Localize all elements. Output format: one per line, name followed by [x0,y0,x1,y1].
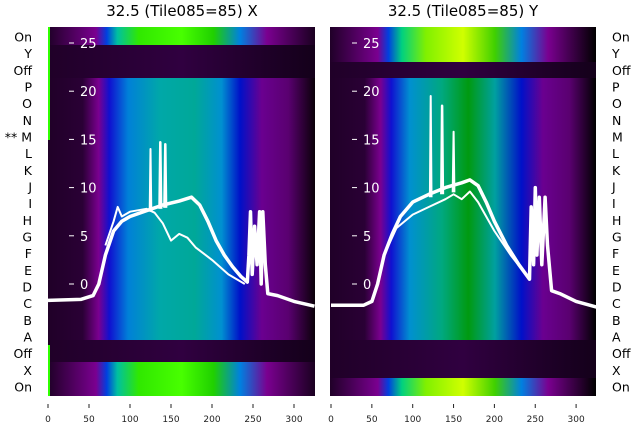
row-label: Off [14,346,33,361]
y-tick-label: 25 [80,37,97,52]
right-panel-title: 32.5 (Tile085=85) Y [388,2,539,20]
heatmap-band-top-off [330,62,596,78]
y-tick-label: 20 [363,85,380,100]
x-tick-label: 150 [162,415,179,425]
y-tick-label: 5 [80,230,88,245]
row-label: P [612,80,620,95]
y-tick-label: 10 [363,182,380,197]
row-label: On [14,380,32,395]
row-label: F [25,246,32,261]
row-label: D [22,280,32,295]
x-tick-label: 100 [121,415,138,425]
x-tick-label: 0 [45,415,51,425]
series-line-spike-2 [158,141,163,209]
row-label: J [27,180,32,195]
row-label: J [611,180,616,195]
row-label: On [612,30,630,45]
row-label: C [612,296,621,311]
row-label: B [23,313,32,328]
y-tick-label: 15 [363,133,380,148]
row-label: Off [612,346,631,361]
y-tick-label: 0 [363,278,371,293]
row-label: O [22,96,32,111]
heatmap-band-bottom-off [48,340,315,362]
row-label: B [612,313,621,328]
series-line-secondary [383,190,531,280]
row-label: K [24,163,33,178]
series-line-secondary [104,205,246,285]
series-line-spike-3 [163,142,168,208]
x-tick-label: 250 [527,415,544,425]
row-label: H [23,213,32,228]
heatmap-band-bottom-on [48,362,315,396]
row-label: X [612,363,621,378]
series-line-main [331,178,597,309]
row-label: H [612,213,621,228]
row-label: ** M [5,130,32,145]
y-tick-label: 0 [80,278,88,293]
x-tick-label: 250 [244,415,261,425]
row-label: E [612,263,620,278]
x-tick-label: 200 [203,415,220,425]
x-tick-label: 0 [328,415,334,425]
row-label: X [23,363,32,378]
y-tick-label: 25 [363,37,380,52]
row-label: C [23,296,32,311]
edge-marker [48,345,50,396]
row-label: On [612,380,630,395]
row-label: E [24,263,32,278]
row-label: On [14,30,32,45]
row-label: A [612,330,621,345]
row-label: N [612,113,621,128]
row-label: P [24,80,32,95]
y-tick-label: 10 [80,182,97,197]
row-label: D [612,280,622,295]
right-heatmap-panel [330,27,596,396]
heatmap-band-top-on [48,27,315,45]
row-label: Off [612,63,631,78]
row-label: G [22,230,32,245]
heatmap-band-main [48,78,315,340]
x-tick-label: 300 [285,415,302,425]
heatmap-band-top-off [48,45,315,78]
row-label: I [28,196,32,211]
heatmap-band-top-on [330,27,596,62]
row-label: F [612,246,619,261]
x-tick-label: 300 [568,415,585,425]
row-label: Off [14,63,33,78]
row-label: M [612,130,623,145]
x-tick-label: 200 [486,415,503,425]
series-line-spike-1 [148,148,153,212]
row-label: O [612,96,622,111]
row-label: K [612,163,621,178]
x-tick-label: 100 [404,415,421,425]
series-line-spike-1 [428,95,433,198]
row-label: N [23,113,32,128]
row-label: Y [611,46,620,61]
left-panel-title: 32.5 (Tile085=85) X [106,2,257,20]
row-label: Y [23,46,32,61]
x-tick-label: 150 [445,415,462,425]
heatmap-band-bottom-on [330,378,596,396]
series-line-main [47,195,315,308]
x-tick-label: 50 [83,415,95,425]
row-label: G [612,230,622,245]
row-label: L [25,146,32,161]
heatmap-band-bottom-off [330,340,596,378]
row-label: I [612,196,616,211]
x-tick-label: 50 [366,415,378,425]
series-line-spike-2 [440,104,445,195]
series-line-spike-3 [451,130,456,193]
row-label: L [612,146,619,161]
y-tick-label: 5 [363,230,371,245]
edge-marker [48,27,50,140]
y-tick-label: 20 [80,85,97,100]
row-label: A [23,330,32,345]
left-heatmap-panel [48,27,315,396]
y-tick-label: 15 [80,133,97,148]
